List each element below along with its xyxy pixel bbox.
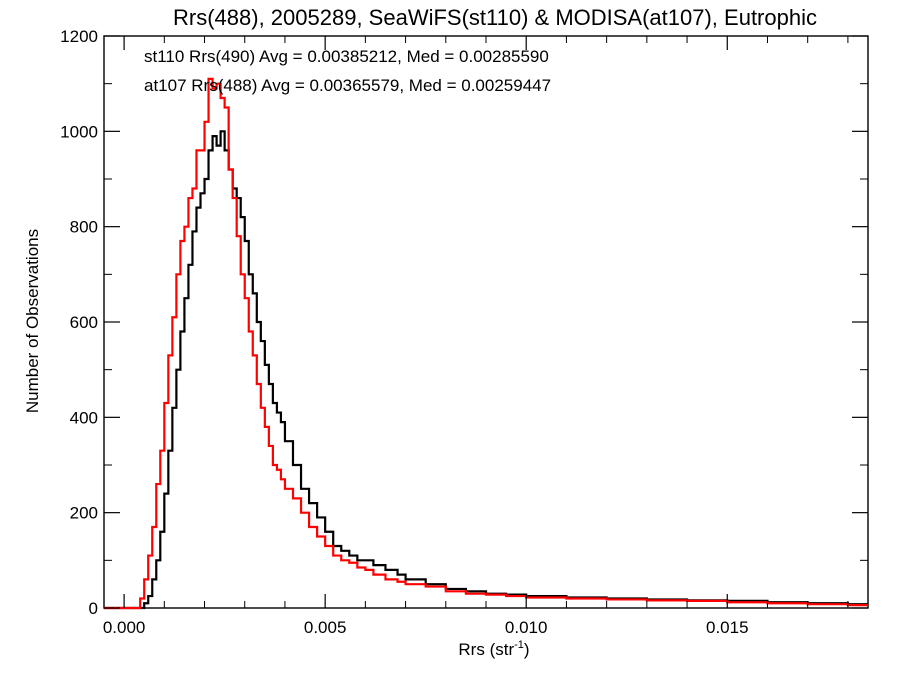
series-line-0 xyxy=(104,130,868,610)
x-axis-label-main: Rrs (str xyxy=(458,640,514,659)
x-axis-label: Rrs (str-1) xyxy=(458,639,529,659)
axes-frame xyxy=(103,35,869,609)
x-axis-label-superscript: -1 xyxy=(514,639,524,651)
x-axis-label-close: ) xyxy=(524,640,530,659)
x-tick-label: 0.000 xyxy=(103,618,146,637)
chart-title: Rrs(488), 2005289, SeaWiFS(st110) & MODI… xyxy=(173,5,817,30)
series-layer xyxy=(104,77,868,610)
y-tick-label: 800 xyxy=(70,218,98,237)
y-tick-label: 400 xyxy=(70,408,98,427)
y-tick-label: 200 xyxy=(70,504,98,523)
y-tick-label: 0 xyxy=(89,599,98,618)
series-line-1 xyxy=(104,77,868,610)
plot-frame xyxy=(103,35,869,609)
y-tick-label: 1000 xyxy=(60,122,98,141)
y-axis-label: Number of Observations xyxy=(23,229,42,413)
x-tick-label: 0.010 xyxy=(505,618,548,637)
y-tick-label: 1200 xyxy=(60,27,98,46)
y-tick-label: 600 xyxy=(70,313,98,332)
legend-entry-at107: at107 Rrs(488) Avg = 0.00365579, Med = 0… xyxy=(144,76,551,95)
tick-layer: 0.000 0.005 0.010 0.015 0 200 400 600 800 1000 120… xyxy=(60,27,868,637)
x-tick-label: 0.005 xyxy=(304,618,347,637)
legend-entry-st110: st110 Rrs(490) Avg = 0.00385212, Med = 0… xyxy=(144,47,549,66)
x-tick-label: 0.015 xyxy=(706,618,749,637)
